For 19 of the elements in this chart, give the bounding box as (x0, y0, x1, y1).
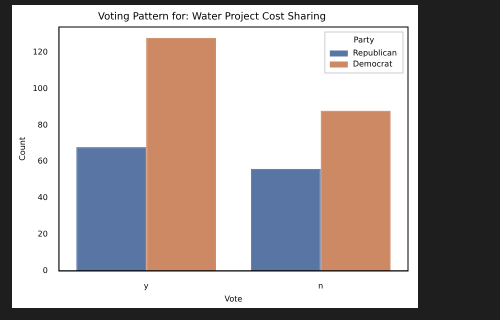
y-axis-title: Count (18, 137, 27, 161)
bar (320, 110, 391, 271)
x-tick-label: y (144, 282, 149, 291)
legend-title: Party (354, 36, 374, 45)
y-tick-label: 120 (32, 48, 48, 57)
legend-label: Republican (352, 48, 398, 58)
bar (250, 168, 321, 271)
chart-title: Voting Pattern for: Water Project Cost Sharing (98, 12, 326, 23)
y-tick-label: 40 (38, 193, 48, 202)
y-tick-label: 0 (42, 266, 48, 275)
y-tick-label: 60 (38, 156, 48, 166)
bar (76, 147, 146, 271)
x-axis-title: Vote (224, 294, 242, 304)
y-tick-label: 20 (38, 229, 48, 238)
y-tick-label: 100 (32, 84, 48, 93)
x-tick-label: n (318, 282, 324, 291)
y-tick-label: 80 (38, 120, 48, 130)
bar (146, 38, 216, 271)
legend-label: Democrat (352, 60, 392, 69)
